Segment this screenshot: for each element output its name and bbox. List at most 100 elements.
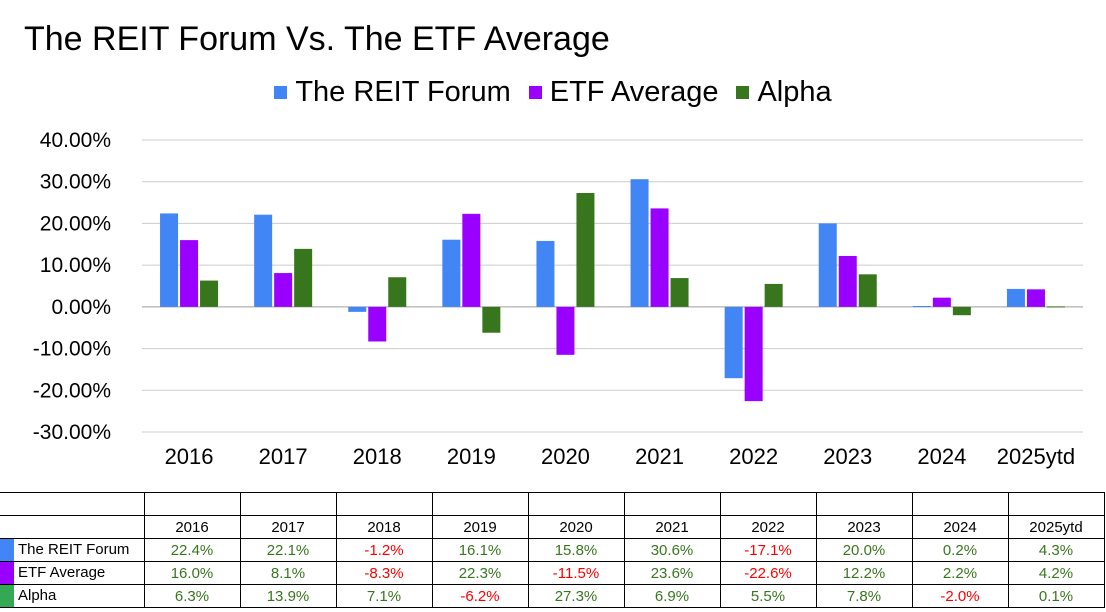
- y-tick-label: 10.00%: [40, 254, 111, 277]
- bar: [952, 306, 971, 316]
- bar: [254, 214, 273, 307]
- y-tick-label: 30.00%: [40, 171, 111, 194]
- table-row: Alpha 6.3% 13.9% 7.1% -6.2% 27.3% 6.9% 5.5% 7.8%…: [0, 584, 1105, 608]
- table-cell: 30.6%: [623, 538, 721, 562]
- bar: [348, 306, 367, 312]
- y-tick-label: 20.00%: [40, 212, 111, 235]
- table-spacer-cell: [527, 492, 625, 516]
- bar: [200, 280, 219, 307]
- table-spacer-cell: [143, 492, 241, 516]
- legend-label-2: Alpha: [757, 75, 832, 108]
- bar: [1026, 289, 1045, 307]
- bar: [294, 248, 313, 307]
- row-color-swatch: [0, 539, 14, 561]
- bar: [724, 306, 743, 379]
- bar: [858, 274, 877, 307]
- table-spacer-cell: [0, 492, 145, 516]
- table-cell: 0.2%: [911, 538, 1009, 562]
- table-cell: 22.3%: [431, 561, 529, 585]
- legend-label-1: ETF Average: [549, 75, 719, 108]
- bar: [274, 273, 293, 307]
- bar: [180, 240, 199, 307]
- bar: [670, 278, 689, 307]
- legend-label-0: The REIT Forum: [295, 75, 511, 108]
- bar-chart-plot: 40.00% 30.00% 20.00% 10.00% 0.00% -10.00% -20.…: [33, 129, 1083, 469]
- table-cell: 20.0%: [815, 538, 913, 562]
- row-label-text: The REIT Forum: [18, 540, 130, 558]
- bar: [818, 223, 837, 307]
- table-header-cell: 2018: [335, 515, 433, 539]
- table-spacer-cell: [1007, 492, 1105, 516]
- table-header-cell: 2021: [623, 515, 721, 539]
- table-spacer-row: [0, 492, 1105, 516]
- table-cell: 12.2%: [815, 561, 913, 585]
- x-tick-label: 2019: [447, 444, 496, 469]
- table-spacer-cell: [239, 492, 337, 516]
- bar: [1006, 288, 1025, 307]
- x-tick-label: 2024: [917, 444, 966, 469]
- x-tick-label: 2020: [541, 444, 590, 469]
- table-cell: 4.2%: [1007, 561, 1105, 585]
- table-cell: 23.6%: [623, 561, 721, 585]
- table-header-cell: 2016: [143, 515, 241, 539]
- table-header-cell: 2017: [239, 515, 337, 539]
- table-corner-cell: [0, 515, 145, 539]
- table-cell: -2.0%: [911, 584, 1009, 608]
- legend-swatch-0: [274, 85, 288, 99]
- table-header-cell: 2019: [431, 515, 529, 539]
- table-spacer-cell: [335, 492, 433, 516]
- table-cell: 13.9%: [239, 584, 337, 608]
- x-tick-label: 2022: [729, 444, 778, 469]
- table-row-label: The REIT Forum: [0, 538, 145, 562]
- table-cell: 7.1%: [335, 584, 433, 608]
- x-tick-label: 2025ytd: [997, 444, 1075, 469]
- y-tick-label: 0.00%: [51, 296, 111, 319]
- legend-item-2: Alpha: [736, 75, 832, 109]
- table-cell: 15.8%: [527, 538, 625, 562]
- table-row: The REIT Forum 22.4% 22.1% -1.2% 16.1% 15.8% 3…: [0, 538, 1105, 562]
- data-table: 2016 2017 2018 2019 2020 2021 2022 2023 2024 2025…: [0, 492, 1105, 608]
- bar: [838, 255, 857, 307]
- bar: [630, 179, 649, 307]
- table-header-row: 2016 2017 2018 2019 2020 2021 2022 2023 2024 2025…: [0, 515, 1105, 539]
- table-cell: 5.5%: [719, 584, 817, 608]
- x-tick-label: 2021: [635, 444, 684, 469]
- table-cell: 7.8%: [815, 584, 913, 608]
- table-header-cell: 2022: [719, 515, 817, 539]
- bar: [744, 306, 763, 402]
- row-label-text: ETF Average: [18, 563, 106, 581]
- table-cell: 4.3%: [1007, 538, 1105, 562]
- bar: [368, 306, 387, 342]
- row-color-swatch: [0, 585, 14, 607]
- x-tick-label: 2018: [353, 444, 402, 469]
- bar: [482, 306, 501, 333]
- bar: [462, 213, 481, 307]
- legend-item-0: The REIT Forum: [274, 75, 511, 109]
- row-color-swatch: [0, 562, 14, 584]
- y-tick-label: -10.00%: [33, 338, 111, 361]
- y-tick-label: -30.00%: [33, 421, 111, 444]
- chart-legend: The REIT Forum ETF Average Alpha: [0, 72, 1106, 112]
- table-header-cell: 2024: [911, 515, 1009, 539]
- bar: [388, 277, 407, 307]
- table-cell: 27.3%: [527, 584, 625, 608]
- table-cell: 6.3%: [143, 584, 241, 608]
- table-row: ETF Average 16.0% 8.1% -8.3% 22.3% -11.5% 23.6…: [0, 561, 1105, 585]
- table-cell: 8.1%: [239, 561, 337, 585]
- chart-title: The REIT Forum Vs. The ETF Average: [24, 20, 610, 58]
- bar: [1046, 306, 1065, 308]
- table-cell: -11.5%: [527, 561, 625, 585]
- table-spacer-cell: [911, 492, 1009, 516]
- table-cell: 22.4%: [143, 538, 241, 562]
- bar: [912, 306, 931, 308]
- bar: [932, 297, 951, 307]
- table-spacer-cell: [623, 492, 721, 516]
- table-spacer-cell: [719, 492, 817, 516]
- table-cell: 16.1%: [431, 538, 529, 562]
- bar: [576, 192, 595, 307]
- table-row-label: Alpha: [0, 584, 145, 608]
- bar: [556, 306, 575, 355]
- legend-swatch-1: [528, 85, 542, 99]
- table-header-cell: 2020: [527, 515, 625, 539]
- table-header-cell: 2023: [815, 515, 913, 539]
